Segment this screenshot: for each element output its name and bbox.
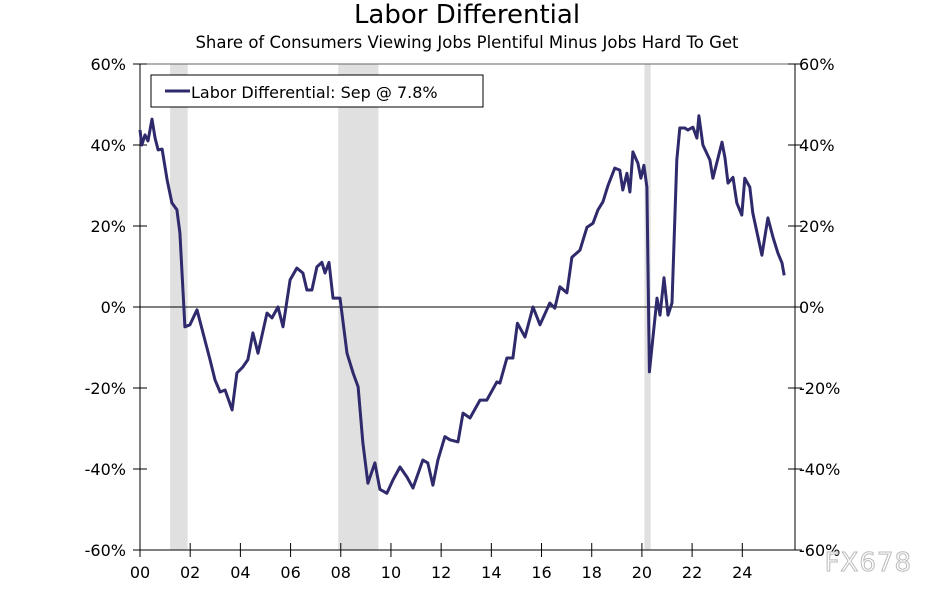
y-tick-label-left: 60% (90, 55, 126, 74)
y-tick-label-left: -20% (85, 379, 126, 398)
x-tick-label: 16 (531, 563, 551, 582)
watermark: FX678 (824, 548, 912, 579)
y-tick-label-left: -40% (85, 460, 126, 479)
y-tick-label-right: 0% (799, 298, 824, 317)
legend-box (150, 74, 484, 108)
x-tick-label: 22 (682, 563, 702, 582)
y-tick-label-left: 40% (90, 136, 126, 155)
y-tick-label-right: -20% (799, 379, 840, 398)
x-tick-label: 24 (732, 563, 752, 582)
x-tick-label: 08 (331, 563, 351, 582)
chart-subtitle: Share of Consumers Viewing Jobs Plentifu… (195, 33, 739, 52)
x-tick-label: 18 (582, 563, 602, 582)
y-tick-label-left: 0% (101, 298, 126, 317)
y-tick-label-left: -60% (85, 541, 126, 560)
series-line (138, 114, 786, 495)
legend-label: Labor Differential: Sep @ 7.8% (191, 83, 438, 102)
y-tick-label-right: 20% (799, 217, 835, 236)
x-tick-label: 10 (381, 563, 401, 582)
y-tick-label-right: -60% (799, 541, 840, 560)
y-tick-label-left: 20% (90, 217, 126, 236)
y-tick-label-right: 60% (799, 55, 835, 74)
chart-title: Labor Differential (353, 0, 581, 30)
y-tick-label-right: 40% (799, 136, 835, 155)
x-tick-label: 12 (431, 563, 451, 582)
x-tick-label: 02 (180, 563, 200, 582)
x-tick-label: 04 (230, 563, 250, 582)
x-tick-label: 06 (280, 563, 300, 582)
x-tick-label: 14 (481, 563, 501, 582)
y-tick-label-right: -40% (799, 460, 840, 479)
x-tick-label: 20 (632, 563, 652, 582)
x-tick-label: 00 (130, 563, 150, 582)
